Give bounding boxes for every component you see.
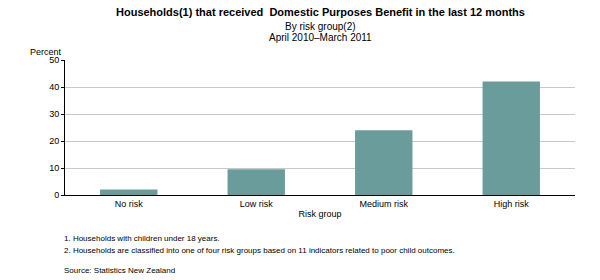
svg-text:Medium risk: Medium risk — [359, 199, 408, 209]
svg-text:Low risk: Low risk — [240, 199, 274, 209]
svg-text:1. Households with children un: 1. Households with children under 18 yea… — [64, 234, 220, 243]
svg-text:Risk group: Risk group — [298, 209, 341, 219]
svg-text:April 2010–March 2011: April 2010–March 2011 — [269, 32, 372, 43]
svg-text:Households(1) that received D: Households(1) that received Domestic Pur… — [116, 6, 525, 18]
svg-text:40: 40 — [49, 82, 59, 92]
svg-text:20: 20 — [49, 136, 59, 146]
svg-text:30: 30 — [49, 109, 59, 119]
svg-text:2. Households are classified i: 2. Households are classified into one of… — [64, 246, 455, 255]
svg-text:High risk: High risk — [494, 199, 530, 209]
svg-text:0: 0 — [54, 190, 59, 200]
svg-text:By risk group(2): By risk group(2) — [285, 21, 356, 32]
svg-text:Percent: Percent — [30, 47, 62, 57]
svg-text:Source: Statistics New Zealand: Source: Statistics New Zealand — [64, 266, 175, 275]
svg-text:50: 50 — [49, 55, 59, 65]
svg-text:10: 10 — [49, 163, 59, 173]
svg-text:No risk: No risk — [115, 199, 144, 209]
